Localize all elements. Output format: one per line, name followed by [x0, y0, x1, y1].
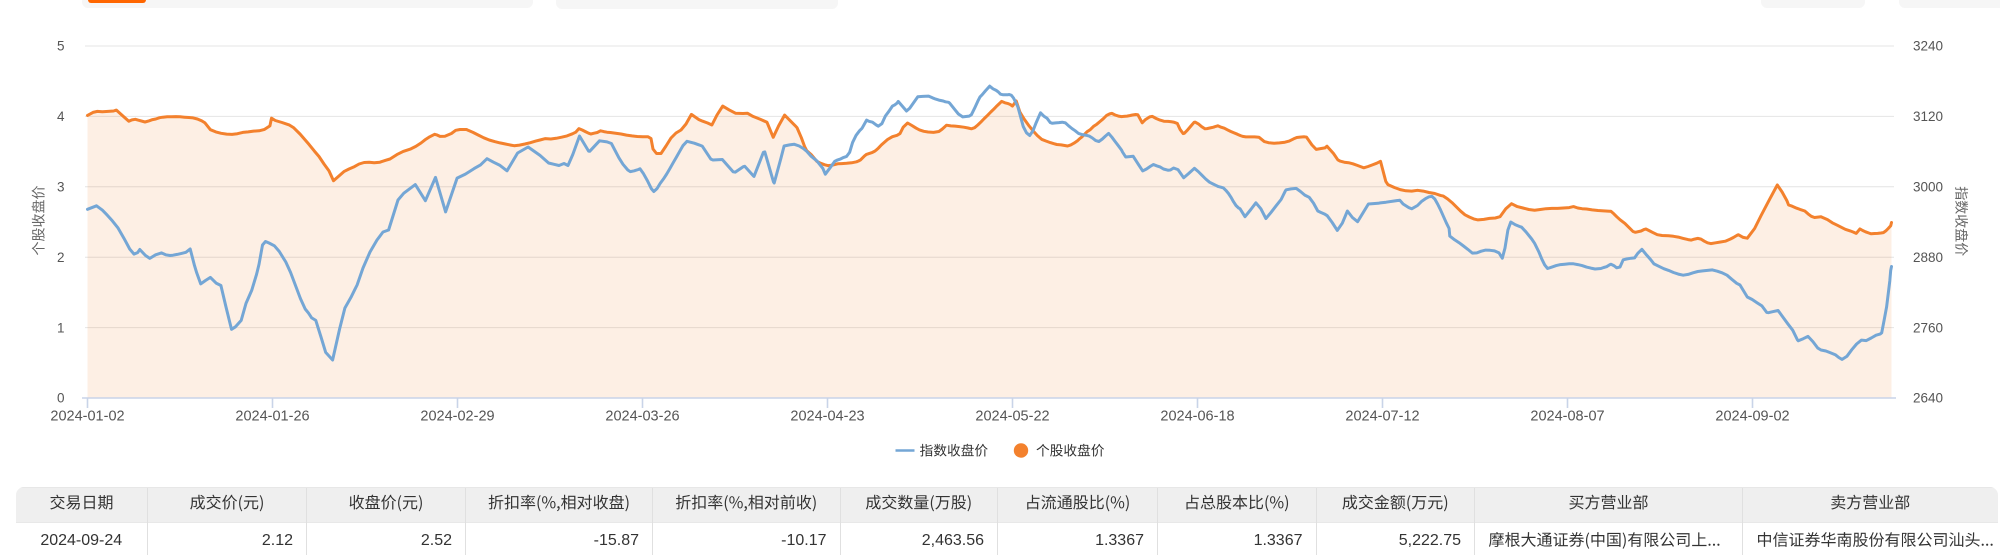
svg-text:3240: 3240: [1913, 39, 1943, 54]
svg-text:2024-03-26: 2024-03-26: [605, 409, 679, 425]
svg-text:2024-07-12: 2024-07-12: [1345, 409, 1419, 425]
svg-text:2024-06-18: 2024-06-18: [1160, 409, 1234, 425]
svg-text:2024-04-23: 2024-04-23: [790, 409, 864, 425]
svg-text:2024-09-02: 2024-09-02: [1715, 409, 1789, 425]
svg-text:2024-05-22: 2024-05-22: [975, 409, 1049, 425]
svg-text:2760: 2760: [1913, 320, 1943, 335]
svg-text:2024-01-02: 2024-01-02: [50, 409, 124, 425]
svg-text:2880: 2880: [1913, 250, 1943, 265]
svg-text:1: 1: [57, 320, 65, 335]
svg-text:0: 0: [57, 391, 65, 406]
svg-text:2: 2: [57, 250, 65, 265]
svg-text:3120: 3120: [1913, 109, 1943, 124]
svg-text:2024-02-29: 2024-02-29: [420, 409, 494, 425]
svg-text:5: 5: [57, 39, 65, 54]
svg-text:2024-08-07: 2024-08-07: [1530, 409, 1604, 425]
svg-text:2024-01-26: 2024-01-26: [235, 409, 309, 425]
svg-text:3: 3: [57, 180, 65, 195]
svg-text:3000: 3000: [1913, 180, 1943, 195]
svg-text:2640: 2640: [1913, 391, 1943, 406]
svg-text:4: 4: [57, 109, 65, 124]
